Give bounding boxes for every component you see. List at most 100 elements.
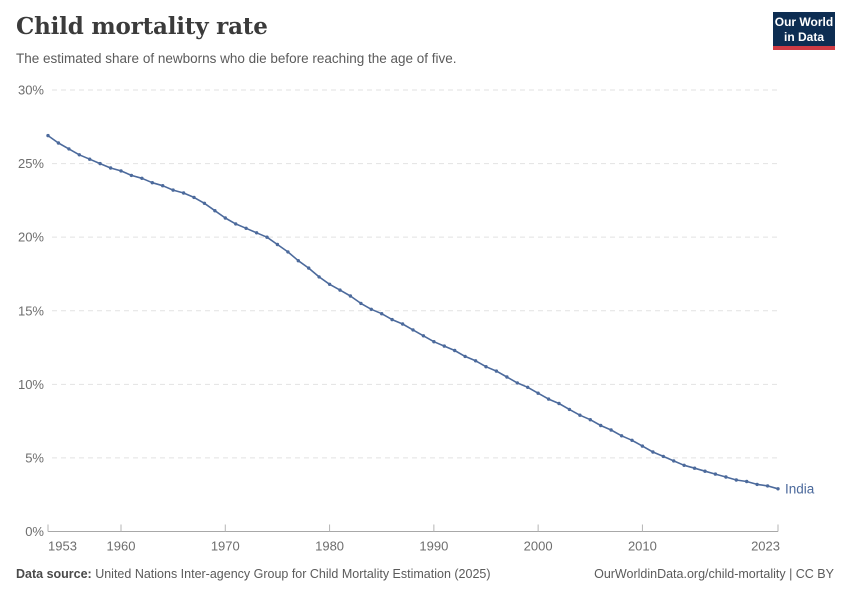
data-point [327, 282, 332, 286]
data-point [46, 133, 50, 138]
owid-logo-line2: in Data [783, 29, 824, 44]
data-point [150, 181, 154, 185]
data-point [88, 157, 92, 161]
data-point [411, 328, 415, 332]
data-point [765, 484, 770, 488]
data-point [515, 381, 519, 385]
data-point [192, 195, 196, 200]
data-point [202, 201, 207, 205]
data-point [703, 469, 707, 473]
data-point [338, 288, 342, 292]
data-point [213, 209, 217, 213]
y-tick-label: 10% [18, 377, 44, 392]
x-tick-label: 1960 [107, 539, 136, 554]
y-tick-label: 25% [18, 156, 44, 171]
data-point [661, 454, 665, 459]
series-label-india[interactable]: India [785, 481, 815, 496]
attribution-link[interactable]: OurWorldinData.org/child-mortality | CC … [594, 567, 834, 581]
y-tick-label: 30% [18, 83, 44, 98]
data-point [67, 147, 71, 151]
data-point [56, 141, 61, 145]
india-line [47, 134, 779, 490]
data-point [129, 173, 134, 178]
data-point [567, 407, 572, 412]
data-point [286, 250, 290, 254]
data-point [745, 479, 749, 484]
data-source-label: Data source: [16, 567, 92, 581]
data-point [359, 301, 363, 306]
x-tick-label: 1980 [315, 539, 344, 554]
x-tick-label: 1953 [48, 539, 77, 554]
data-point [171, 188, 175, 192]
data-point [380, 312, 384, 316]
data-point [317, 275, 321, 279]
data-point [619, 434, 624, 438]
data-point [599, 423, 603, 428]
chart-footer: Data source: United Nations Inter-agency… [16, 567, 834, 581]
data-point [161, 184, 165, 188]
data-point [651, 450, 655, 454]
data-point [588, 418, 592, 422]
data-point [432, 340, 436, 344]
y-tick-label: 15% [18, 303, 44, 318]
data-point [265, 235, 269, 239]
data-point [119, 169, 123, 173]
data-point [557, 401, 561, 406]
data-point [494, 369, 499, 373]
data-point [724, 475, 728, 479]
data-point [473, 359, 478, 363]
x-tick-label: 2023 [751, 539, 780, 554]
data-point [536, 391, 540, 395]
data-point [108, 166, 113, 170]
data-point [390, 317, 394, 322]
data-point [505, 375, 509, 379]
y-tick-label: 20% [18, 230, 44, 245]
data-point [275, 242, 280, 247]
data-point [181, 191, 186, 195]
data-point [578, 413, 582, 417]
data-point [296, 259, 300, 263]
data-point [98, 161, 102, 166]
data-point [400, 322, 405, 326]
data-point [734, 478, 738, 482]
data-point [442, 344, 446, 348]
data-point [692, 466, 697, 470]
data-point [630, 438, 634, 442]
data-point [609, 428, 613, 432]
x-tick-label: 1970 [211, 539, 240, 554]
data-point [254, 231, 259, 235]
y-tick-label: 5% [25, 450, 44, 465]
data-source-text: United Nations Inter-agency Group for Ch… [91, 567, 491, 581]
data-point [672, 459, 676, 463]
data-point [484, 365, 488, 369]
data-point [526, 385, 530, 389]
data-point [453, 348, 457, 353]
data-point [463, 354, 467, 359]
data-point [776, 487, 780, 491]
data-point [421, 334, 426, 338]
data-point [713, 472, 718, 476]
data-source-note: Data source: United Nations Inter-agency… [16, 567, 491, 581]
data-point [77, 153, 82, 157]
data-point [223, 216, 227, 220]
data-point [755, 482, 759, 487]
data-point [369, 307, 373, 311]
owid-logo[interactable]: Our World in Data [773, 12, 835, 50]
x-tick-label: 2000 [524, 539, 553, 554]
data-point [307, 266, 311, 270]
data-point [140, 176, 144, 180]
page-title: Child mortality rate [16, 13, 268, 40]
chart-svg: 0% 5% 10% 15% 20% 25% 30% 1953 1960 1970 1980 1990 2… [18, 83, 815, 554]
data-point [234, 222, 238, 226]
data-point [682, 463, 686, 467]
owid-logo-line1: Our World [774, 15, 834, 29]
data-point [244, 226, 248, 230]
y-tick-label: 0% [25, 524, 44, 539]
x-tick-label: 1990 [419, 539, 448, 554]
data-point [546, 397, 551, 401]
x-tick-label: 2010 [628, 539, 657, 554]
data-point [348, 294, 353, 298]
page-subtitle: The estimated share of newborns who die … [16, 51, 457, 66]
data-point [640, 444, 645, 448]
